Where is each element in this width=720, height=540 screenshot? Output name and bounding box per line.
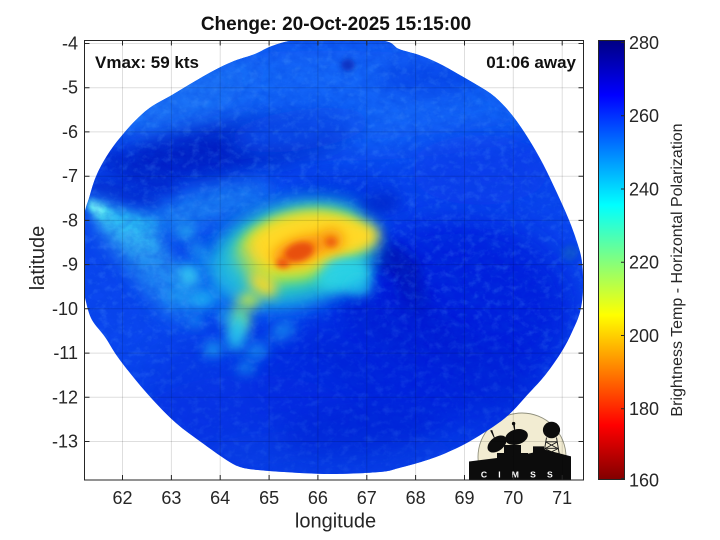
svg-text:-5: -5 (62, 78, 78, 98)
svg-text:71: 71 (552, 488, 572, 508)
svg-text:280: 280 (629, 33, 659, 53)
svg-text:67: 67 (357, 488, 377, 508)
svg-text:latitude: latitude (27, 226, 49, 291)
svg-text:-9: -9 (62, 255, 78, 275)
svg-text:Chenge: 20-Oct-2025 15:15:00: Chenge: 20-Oct-2025 15:15:00 (201, 14, 471, 35)
svg-text:-13: -13 (52, 432, 78, 452)
svg-text:260: 260 (629, 106, 659, 126)
svg-text:63: 63 (161, 488, 181, 508)
svg-text:64: 64 (210, 488, 230, 508)
svg-text:240: 240 (629, 179, 659, 199)
svg-text:65: 65 (259, 488, 279, 508)
svg-text:longitude: longitude (295, 511, 376, 533)
svg-text:220: 220 (629, 253, 659, 273)
svg-text:Vmax: 59 kts: Vmax: 59 kts (95, 53, 199, 72)
svg-text:-8: -8 (62, 210, 78, 230)
svg-text:70: 70 (503, 488, 523, 508)
svg-text:-4: -4 (62, 34, 78, 54)
svg-text:66: 66 (308, 488, 328, 508)
svg-text:-11: -11 (53, 343, 78, 363)
svg-text:160: 160 (629, 471, 659, 491)
svg-text:-7: -7 (62, 166, 78, 186)
svg-text:68: 68 (406, 488, 426, 508)
svg-text:-10: -10 (52, 299, 78, 319)
svg-text:C I M S S: C I M S S (481, 469, 557, 479)
svg-text:200: 200 (629, 326, 659, 346)
svg-text:-6: -6 (62, 122, 78, 142)
svg-text:62: 62 (112, 488, 132, 508)
svg-text:69: 69 (454, 488, 474, 508)
svg-text:-12: -12 (52, 387, 78, 407)
svg-text:180: 180 (629, 399, 659, 419)
svg-text:01:06 away: 01:06 away (486, 53, 576, 72)
svg-text:Brightness Temp - Horizontal P: Brightness Temp - Horizontal Polarizatio… (669, 123, 686, 416)
